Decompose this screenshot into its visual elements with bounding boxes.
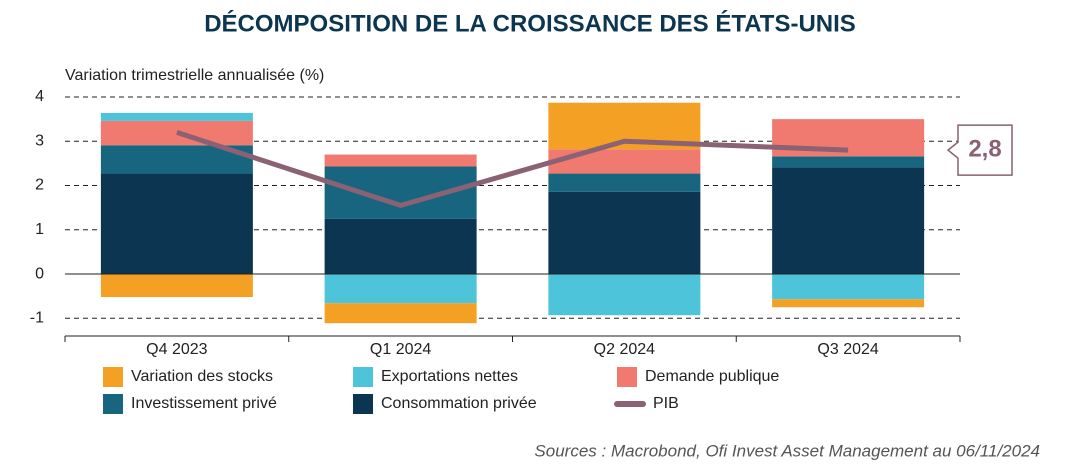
- x-tick-label: Q2 2024: [594, 341, 655, 358]
- bar-segment: [324, 154, 477, 167]
- x-tick-label: Q1 2024: [370, 341, 431, 358]
- y-tick-label: 3: [35, 132, 44, 149]
- legend-label: Consommation privée: [381, 395, 537, 412]
- bar-segment: [324, 218, 477, 275]
- bar-segment: [548, 191, 701, 275]
- y-tick-label: 2: [35, 177, 44, 194]
- bar-segment: [324, 274, 477, 304]
- bar-segment: [548, 173, 701, 192]
- legend-label: PIB: [653, 395, 679, 412]
- legend-marker: [103, 367, 123, 387]
- legend-marker: [353, 367, 373, 387]
- chart-title: DÉCOMPOSITION DE LA CROISSANCE DES ÉTATS…: [204, 9, 856, 37]
- source: Sources : Macrobond, Ofi Invest Asset Ma…: [534, 441, 1040, 460]
- legend-label: Exportations nettes: [381, 368, 518, 385]
- bar-segment: [772, 167, 925, 275]
- data-label: 2,8: [968, 135, 1001, 162]
- bar-segment: [548, 149, 701, 174]
- y-tick-label: 1: [35, 221, 44, 238]
- bar-segment: [324, 303, 477, 324]
- legend-marker: [617, 367, 637, 387]
- callout-box: [946, 124, 1013, 176]
- bar-segment: [772, 299, 925, 308]
- bar-segment: [548, 274, 701, 316]
- y-tick-label: 0: [35, 265, 44, 282]
- bar-segment: [100, 173, 253, 275]
- legend-marker: [103, 394, 123, 414]
- bar-segment: [772, 119, 925, 157]
- bar-segment: [772, 274, 925, 300]
- y-axis-label: Variation trimestrielle annualisée (%): [65, 67, 324, 84]
- x-tick-label: Q4 2023: [146, 341, 207, 358]
- legend-label: Variation des stocks: [131, 368, 273, 385]
- y-tick-label: 4: [35, 88, 44, 105]
- bar-segment: [100, 112, 253, 121]
- y-tick-label: -1: [30, 310, 44, 327]
- bar-segment: [100, 274, 253, 298]
- legend-marker: [353, 394, 373, 414]
- legend-label: Investissement privé: [131, 395, 277, 412]
- line-series: [176, 130, 849, 209]
- legend-label: Demande publique: [645, 368, 779, 385]
- x-tick-label: Q3 2024: [817, 341, 878, 358]
- bar-segment: [772, 156, 925, 168]
